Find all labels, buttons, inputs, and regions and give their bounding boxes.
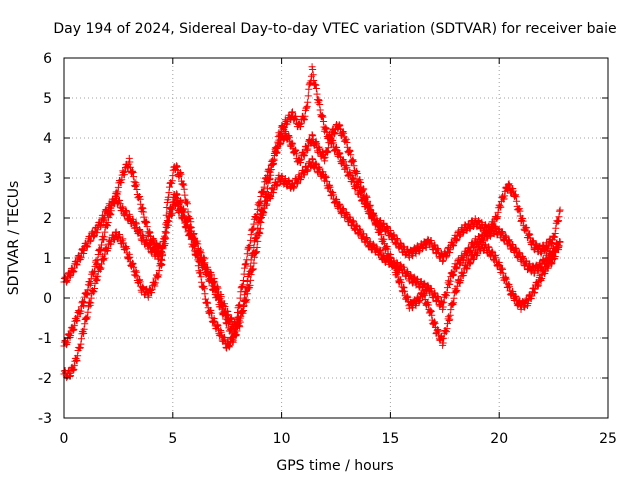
y-axis-label: SDTVAR / TECUs [6,181,22,296]
series-track-2 [60,63,564,350]
y-tick-label: -3 [38,411,52,427]
y-tick-label: 4 [43,131,52,147]
y-axis-ticks: -3 -2 -1 0 1 2 3 4 5 6 [38,51,608,427]
y-tick-label: -2 [38,371,52,387]
x-tick-label: 0 [60,431,69,447]
y-tick-label: 0 [43,291,52,307]
x-axis-ticks: 0 5 10 15 20 25 [60,58,617,447]
x-tick-label: 10 [273,431,291,447]
x-axis-label: GPS time / hours [276,458,393,474]
x-tick-label: 25 [599,431,617,447]
y-tick-label: 5 [43,91,52,107]
y-tick-label: -1 [38,331,52,347]
x-tick-label: 15 [381,431,399,447]
y-tick-label: 2 [43,211,52,227]
data-points [60,63,564,382]
plot-frame [63,57,609,419]
grid-lines [64,58,608,418]
x-tick-label: 5 [168,431,177,447]
series-markers [60,63,564,350]
y-tick-label: 6 [43,51,52,67]
y-tick-label: 3 [43,171,52,187]
y-tick-label: 1 [43,251,52,267]
chart-title: Day 194 of 2024, Sidereal Day-to-day VTE… [53,21,616,37]
x-tick-label: 20 [490,431,508,447]
